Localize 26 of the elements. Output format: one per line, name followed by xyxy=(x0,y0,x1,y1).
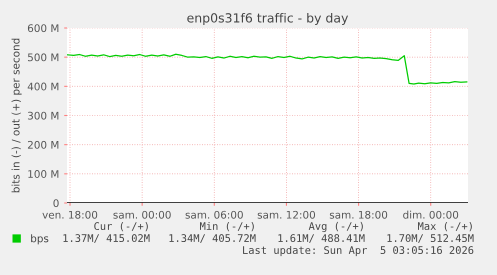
text: Last update: Sun Apr 5 03:05:16 2026 xyxy=(243,246,474,256)
text: Cur (-/+) xyxy=(94,222,148,232)
text: Max (-/+) xyxy=(418,222,472,232)
x-tick-label: sam. 18:00 xyxy=(330,210,388,219)
text: 1.61M/ 488.41M xyxy=(278,234,365,243)
y-tick-label: 0 xyxy=(53,199,59,208)
y-axis-title: bits in (-) / out (+) per second xyxy=(12,38,22,192)
text: Avg (-/+) xyxy=(308,222,363,232)
text: 1.37M/ 415.02M xyxy=(63,234,150,243)
x-tick-label: sam. 00:00 xyxy=(113,210,171,219)
legend-label: bps xyxy=(31,234,48,244)
y-tick-label: 500 M xyxy=(28,53,58,62)
y-tick-label: 200 M xyxy=(28,140,58,149)
text: 1.34M/ 405.72M xyxy=(169,234,256,243)
x-tick-label: sam. 06:00 xyxy=(186,210,243,219)
text: 1.70M/ 512.45M xyxy=(387,234,474,243)
x-tick-label: sam. 12:00 xyxy=(258,210,316,219)
x-tick-label: ven. 18:00 xyxy=(42,210,98,219)
y-tick-label: 600 M xyxy=(28,24,58,32)
text: Min (-/+) xyxy=(200,222,254,232)
y-tick-label: 300 M xyxy=(28,112,58,120)
y-tick-label: 100 M xyxy=(28,170,58,178)
x-tick-label: dim. 00:00 xyxy=(403,210,458,219)
y-tick-label: 400 M xyxy=(28,82,58,90)
chart-title: enp0s31f6 traffic - by day xyxy=(187,12,348,26)
line-series xyxy=(67,54,468,85)
